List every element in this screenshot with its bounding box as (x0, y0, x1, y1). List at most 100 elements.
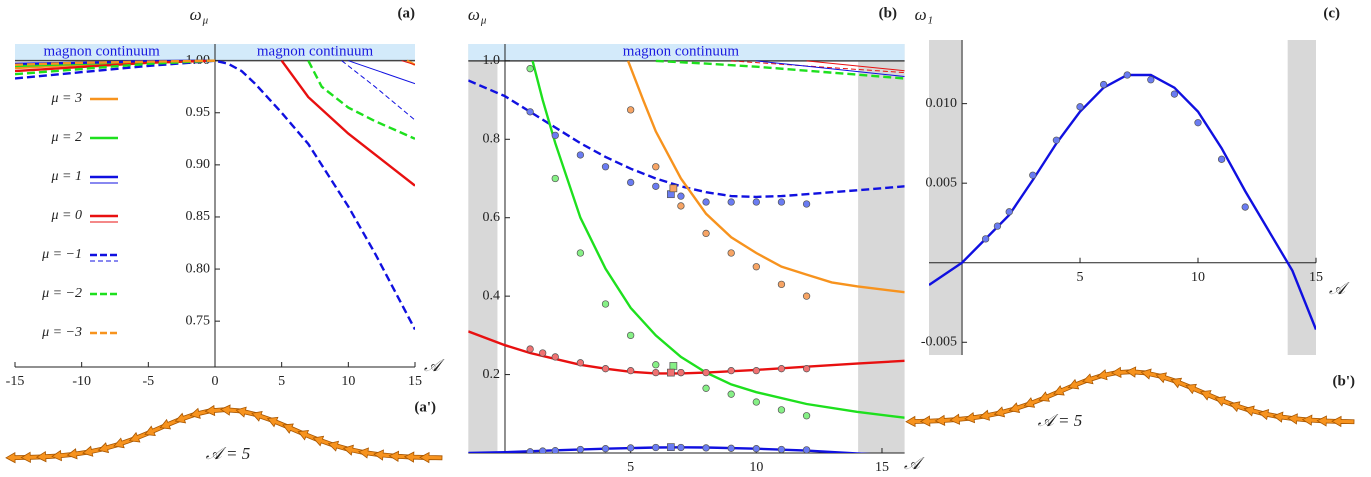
point (777, 445, 786, 453)
square-point (669, 362, 678, 370)
panel-title: (c) (1323, 5, 1340, 21)
point (752, 263, 760, 271)
y-tick-label: -0.005 (921, 334, 957, 349)
continuum-label: magnon continuum (257, 43, 374, 59)
y-label-sub: 1 (928, 15, 934, 27)
chain-core (911, 371, 1351, 423)
point (1241, 203, 1249, 211)
curve (348, 60, 415, 85)
point (677, 202, 685, 210)
x-tick-label: -10 (72, 374, 91, 389)
legend-label: μ = 1 (51, 169, 82, 184)
curve (15, 59, 415, 140)
shaded-region (1287, 40, 1316, 355)
spin-arrow (419, 451, 443, 464)
point (1005, 208, 1013, 216)
continuum-band (468, 44, 905, 61)
plot-area (929, 71, 1316, 330)
legend-label: μ = 2 (51, 130, 82, 145)
y-label-sub: μ (480, 15, 487, 27)
panel-title: (b) (879, 5, 897, 21)
x-tick-label: 10 (341, 374, 355, 389)
point (551, 174, 559, 183)
legend-label: μ = −3 (41, 325, 82, 340)
legend-label: μ = 0 (51, 208, 82, 223)
point (752, 198, 760, 206)
x-tick-label: 10 (1191, 270, 1205, 285)
point (539, 447, 547, 453)
y-tick-label: 0.80 (186, 261, 211, 276)
point (702, 198, 710, 206)
point (526, 65, 534, 73)
curve (655, 59, 905, 80)
legend-label: μ = −2 (41, 286, 82, 301)
y-tick-label: 0.75 (186, 313, 211, 328)
point (727, 198, 735, 206)
point (752, 445, 760, 453)
curve (468, 330, 905, 375)
point (551, 131, 559, 140)
point (702, 368, 710, 377)
y-tick-label: 0.6 (482, 210, 500, 225)
x-tick-label: 5 (278, 374, 285, 389)
curve (756, 60, 905, 77)
x-tick-label: 0 (212, 374, 219, 389)
point (627, 367, 635, 375)
square-point (667, 368, 675, 377)
curve (15, 59, 415, 331)
point (551, 446, 559, 453)
point (727, 390, 735, 398)
shaded-region (929, 40, 963, 355)
illustration-caption: 𝒜 = 5 (1038, 411, 1083, 430)
point (627, 331, 635, 340)
point (777, 406, 786, 414)
y-tick-label: 1.0 (482, 53, 500, 68)
x-tick-label: 10 (749, 460, 763, 475)
y-tick-label: 0.005 (926, 175, 958, 190)
point (1123, 71, 1131, 79)
point (727, 367, 735, 375)
x-label: 𝒜 (904, 454, 925, 473)
y-tick-label: 0.2 (482, 367, 500, 382)
point (601, 445, 610, 453)
point (551, 353, 559, 361)
legend-label: μ = 3 (51, 91, 82, 106)
point (627, 178, 635, 187)
x-tick-label: 15 (875, 460, 889, 475)
point (677, 368, 685, 377)
point (802, 412, 811, 420)
shaded-region (468, 44, 498, 453)
x-label: 𝒜 (424, 356, 445, 375)
continuum-label: magnon continuum (44, 43, 161, 59)
curve (401, 60, 415, 66)
y-tick-label: 0.8 (482, 132, 500, 147)
curve (468, 79, 905, 199)
illustration-label: (b') (1333, 373, 1356, 389)
point (702, 229, 710, 238)
x-tick-label: -5 (142, 374, 154, 389)
point (777, 280, 786, 289)
point (777, 365, 786, 373)
point (526, 108, 534, 116)
point (677, 443, 685, 452)
point (1170, 90, 1179, 98)
point (576, 359, 585, 367)
point (1217, 155, 1226, 163)
point (1194, 119, 1202, 127)
y-tick-label: 0.90 (186, 157, 211, 172)
curve (626, 60, 905, 294)
point (526, 345, 534, 353)
point (1052, 136, 1061, 144)
point (627, 106, 635, 114)
y-label-sub: μ (202, 15, 209, 27)
illustration-caption: 𝒜 = 5 (206, 444, 251, 463)
y-label: ω (190, 5, 202, 24)
point (802, 292, 811, 300)
curve (731, 60, 905, 74)
point (652, 443, 660, 452)
point (727, 444, 735, 452)
point (752, 398, 760, 406)
point (652, 368, 660, 377)
curve (15, 59, 216, 66)
